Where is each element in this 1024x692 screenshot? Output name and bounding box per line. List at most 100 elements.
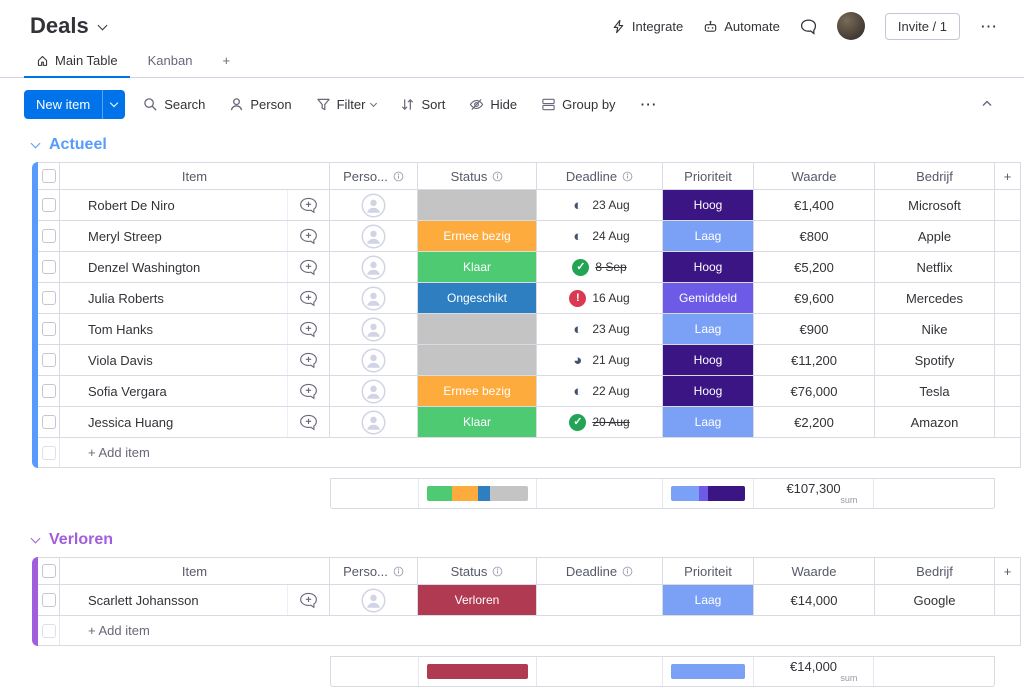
deadline-cell[interactable]: ◐ 22 Aug (537, 376, 663, 406)
add-item-button[interactable]: + Add item (88, 445, 150, 460)
item-cell[interactable]: Tom Hanks (60, 314, 330, 344)
summary-value-cell[interactable]: €14,000 sum (754, 657, 875, 686)
value-cell[interactable]: €5,200 (754, 252, 875, 282)
deadline-cell[interactable]: ◐ 23 Aug (537, 190, 663, 220)
column-header-item[interactable]: Item (60, 163, 330, 189)
column-header-person[interactable]: Perso... (330, 558, 418, 584)
priority-distribution-bar[interactable] (671, 664, 745, 679)
column-header-priority[interactable]: Prioriteit (663, 558, 754, 584)
item-name[interactable]: Robert De Niro (88, 197, 175, 213)
company-cell[interactable]: Apple (875, 221, 995, 251)
group-by-button[interactable]: Group by (535, 91, 621, 118)
search-button[interactable]: Search (137, 91, 211, 118)
item-name[interactable]: Denzel Washington (88, 259, 201, 275)
new-item-dropdown-button[interactable] (102, 89, 125, 119)
column-header-person[interactable]: Perso... (330, 163, 418, 189)
person-cell[interactable] (330, 376, 418, 406)
status-cell[interactable] (418, 190, 537, 220)
board-title[interactable]: Deals (30, 13, 89, 38)
add-item-row[interactable]: + Add item (38, 438, 1021, 468)
person-cell[interactable] (330, 345, 418, 375)
sort-button[interactable]: Sort (394, 91, 451, 118)
value-cell[interactable]: €800 (754, 221, 875, 251)
column-header-status[interactable]: Status (418, 558, 537, 584)
open-item-updates-button[interactable] (287, 221, 329, 251)
row-checkbox[interactable] (41, 415, 56, 429)
value-cell[interactable]: €76,000 (754, 376, 875, 406)
deadline-cell[interactable]: ◐ 24 Aug (537, 221, 663, 251)
column-header-value[interactable]: Waarde (754, 558, 875, 584)
status-distribution-bar[interactable] (426, 486, 529, 501)
row-checkbox[interactable] (41, 593, 56, 607)
value-cell[interactable]: €2,200 (754, 407, 875, 437)
company-cell[interactable]: Tesla (875, 376, 995, 406)
group-title[interactable]: Actueel (30, 136, 1024, 154)
column-header-status[interactable]: Status (418, 163, 537, 189)
row-select-cell[interactable] (38, 252, 60, 282)
info-icon[interactable] (492, 171, 503, 182)
row-checkbox[interactable] (41, 353, 56, 367)
item-name[interactable]: Julia Roberts (88, 290, 164, 306)
open-item-updates-button[interactable] (287, 345, 329, 375)
priority-cell[interactable]: Gemiddeld (663, 283, 754, 313)
tab-main-table[interactable]: Main Table (24, 47, 130, 78)
company-cell[interactable]: Amazon (875, 407, 995, 437)
add-item-button[interactable]: + Add item (88, 623, 150, 638)
column-header-company[interactable]: Bedrijf (875, 163, 995, 189)
person-cell[interactable] (330, 314, 418, 344)
new-item-button[interactable]: New item (36, 96, 91, 112)
row-select-cell[interactable] (38, 314, 60, 344)
row-select-cell[interactable] (38, 190, 60, 220)
status-cell[interactable]: Verloren (418, 585, 537, 615)
open-item-updates-button[interactable] (287, 252, 329, 282)
item-name[interactable]: Meryl Streep (88, 228, 162, 244)
item-name[interactable]: Jessica Huang (88, 414, 174, 430)
column-header-company[interactable]: Bedrijf (875, 558, 995, 584)
person-filter-button[interactable]: Person (223, 91, 297, 118)
row-select-cell[interactable] (38, 283, 60, 313)
deadline-cell[interactable]: ◐ 23 Aug (537, 314, 663, 344)
item-cell[interactable]: Meryl Streep (60, 221, 330, 251)
open-item-updates-button[interactable] (287, 314, 329, 344)
item-cell[interactable]: Viola Davis (60, 345, 330, 375)
row-checkbox[interactable] (41, 229, 56, 243)
collapse-group-chevron-icon[interactable] (30, 533, 41, 544)
invite-button[interactable]: Invite / 1 (884, 12, 960, 40)
select-all-checkbox[interactable] (41, 564, 56, 578)
person-cell[interactable] (330, 190, 418, 220)
add-column-button[interactable]: + (995, 558, 1021, 584)
collapse-toolbar-button[interactable] (974, 91, 1000, 117)
board-more-menu-icon[interactable]: ⋯ (980, 16, 998, 36)
item-name[interactable]: Sofia Vergara (88, 383, 167, 399)
item-name[interactable]: Tom Hanks (88, 321, 154, 337)
value-cell[interactable]: €1,400 (754, 190, 875, 220)
updates-button[interactable] (800, 18, 817, 35)
status-cell[interactable]: Ongeschikt (418, 283, 537, 313)
row-select-cell[interactable] (38, 345, 60, 375)
row-checkbox[interactable] (41, 384, 56, 398)
user-avatar[interactable] (836, 12, 865, 40)
open-item-updates-button[interactable] (287, 407, 329, 437)
status-distribution-bar[interactable] (426, 664, 529, 679)
priority-cell[interactable]: Hoog (663, 252, 754, 282)
new-item-split-button[interactable]: New item (24, 89, 126, 119)
select-all-cell[interactable] (38, 558, 60, 584)
person-cell[interactable] (330, 585, 418, 615)
deadline-cell[interactable]: ✓ 8 Sep (537, 252, 663, 282)
info-icon[interactable] (622, 566, 633, 577)
value-cell[interactable]: €14,000 (754, 585, 875, 615)
summary-value-cell[interactable]: €107,300 sum (754, 479, 875, 508)
person-cell[interactable] (330, 252, 418, 282)
company-cell[interactable]: Netflix (875, 252, 995, 282)
person-cell[interactable] (330, 407, 418, 437)
row-select-cell[interactable] (38, 585, 60, 615)
open-item-updates-button[interactable] (287, 585, 329, 615)
info-icon[interactable] (492, 566, 503, 577)
value-cell[interactable]: €11,200 (754, 345, 875, 375)
add-view-button[interactable]: + (210, 47, 242, 78)
priority-cell[interactable]: Hoog (663, 376, 754, 406)
value-cell[interactable]: €9,600 (754, 283, 875, 313)
status-cell[interactable]: Ermee bezig (418, 221, 537, 251)
item-name[interactable]: Scarlett Johansson (88, 592, 199, 608)
company-cell[interactable]: Nike (875, 314, 995, 344)
